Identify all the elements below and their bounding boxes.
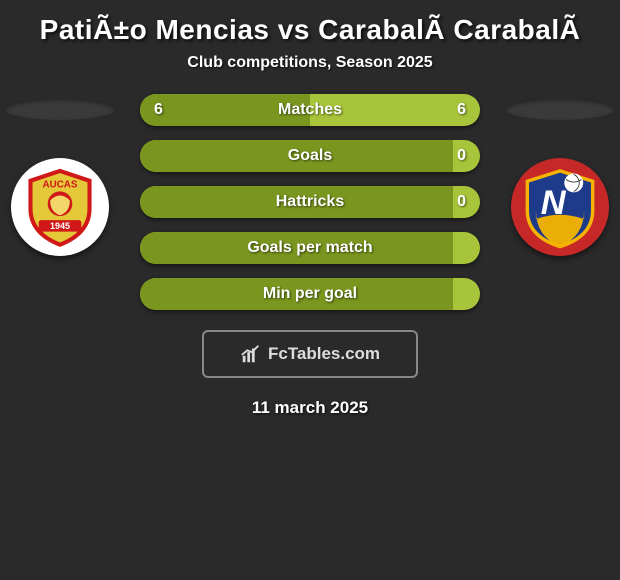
brand-box: FcTables.com — [202, 330, 418, 378]
stat-bar: Goals0 — [140, 140, 480, 172]
stat-bar: Hattricks0 — [140, 186, 480, 218]
right-side: N — [500, 94, 620, 256]
player-shadow-right — [505, 98, 615, 120]
subtitle: Club competitions, Season 2025 — [0, 54, 620, 72]
stat-right-value: 0 — [457, 147, 466, 165]
chart-icon — [240, 343, 262, 365]
svg-text:1945: 1945 — [50, 221, 70, 231]
comparison-card: PatiÃ±o Mencias vs CarabalÃ CarabalÃ Clu… — [0, 0, 620, 418]
shield-icon: AUCAS 1945 — [19, 166, 101, 248]
stat-bar: 6Matches6 — [140, 94, 480, 126]
date-text: 11 march 2025 — [0, 398, 620, 418]
player-shadow-left — [5, 98, 115, 120]
stat-left-value: 6 — [154, 101, 163, 119]
main-area: AUCAS 1945 6Matches6 Goals0 Hattricks0 Goal… — [0, 94, 620, 310]
left-side: AUCAS 1945 — [0, 94, 120, 256]
stat-bar-left-fill — [140, 278, 453, 310]
stat-right-value: 6 — [457, 101, 466, 119]
svg-text:AUCAS: AUCAS — [43, 179, 78, 190]
stat-bar-left-fill — [140, 94, 310, 126]
stat-bar-left-fill — [140, 232, 453, 264]
team-badge-right: N — [511, 158, 609, 256]
stat-bars: 6Matches6 Goals0 Hattricks0 Goals per match… — [140, 94, 480, 310]
stat-bar-left-fill — [140, 186, 453, 218]
page-title: PatiÃ±o Mencias vs CarabalÃ CarabalÃ — [0, 8, 620, 54]
stat-bar: Goals per match — [140, 232, 480, 264]
svg-text:N: N — [541, 184, 567, 222]
shield-icon: N — [517, 164, 603, 250]
stat-bar: Min per goal — [140, 278, 480, 310]
team-badge-left: AUCAS 1945 — [11, 158, 109, 256]
stat-right-value: 0 — [457, 193, 466, 211]
brand-text: FcTables.com — [268, 344, 380, 364]
stat-bar-left-fill — [140, 140, 453, 172]
